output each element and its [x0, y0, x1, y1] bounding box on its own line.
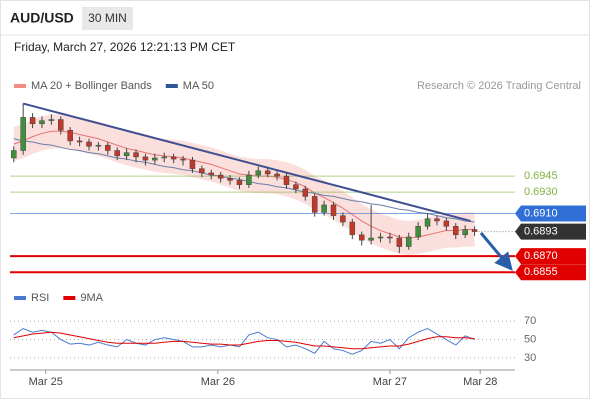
candle-body — [11, 150, 17, 159]
level-box — [515, 223, 586, 240]
candle-body — [95, 144, 102, 147]
legend-label: MA 20 + Bollinger Bands — [31, 80, 152, 92]
candle-body — [443, 220, 450, 227]
credit: Research © 2026 Trading Central — [417, 80, 581, 92]
level-label: 0.6893 — [524, 226, 558, 238]
candle-body — [48, 119, 55, 121]
candle-body — [123, 152, 130, 157]
timeframe[interactable]: 30 MIN — [88, 11, 127, 25]
x-tick-label: Mar 27 — [373, 376, 407, 388]
candle-body — [274, 173, 280, 177]
candle-body — [264, 170, 271, 175]
level-label: 0.6855 — [524, 266, 558, 278]
rsi-ma9-line — [13, 331, 475, 350]
rsi-line — [13, 327, 475, 355]
rsi-tick-label: 30 — [524, 352, 536, 364]
candle-body — [58, 119, 64, 131]
candle-body — [29, 117, 36, 125]
candle-body — [208, 172, 214, 176]
trendline — [22, 102, 471, 222]
candle-body — [330, 204, 337, 216]
candle-body — [396, 237, 403, 247]
candle-body — [161, 156, 167, 159]
legend-label: RSI — [31, 292, 49, 304]
ma20-line — [13, 130, 475, 239]
level-label: 0.6910 — [524, 207, 558, 219]
candle-body — [255, 170, 262, 176]
candle-body — [105, 144, 111, 151]
timeframe-box[interactable] — [82, 7, 133, 30]
candle-body — [189, 159, 196, 169]
candle-body — [405, 236, 412, 247]
level-label: 0.6930 — [524, 186, 558, 198]
candle-body — [471, 229, 478, 232]
candle-body — [358, 234, 365, 241]
candle-body — [424, 218, 431, 227]
candle-body — [227, 178, 233, 181]
candle-body — [86, 141, 92, 147]
level-box — [515, 248, 586, 265]
candle-body — [67, 129, 73, 142]
candle-body — [246, 174, 252, 185]
level-box — [515, 264, 586, 281]
subtitle: Friday, March 27, 2026 12:21:13 PM CET — [14, 40, 236, 54]
candle-body — [236, 180, 243, 185]
candle-body — [349, 221, 356, 236]
candle-body — [340, 215, 346, 223]
candle-body — [387, 236, 393, 239]
rsi-tick-label: 70 — [524, 315, 536, 327]
ma50-line — [13, 138, 475, 223]
candle-body — [76, 140, 83, 143]
chart-title: AUD/USD — [10, 10, 74, 26]
candle-body — [283, 175, 290, 185]
candle-body — [311, 196, 318, 213]
candle-body — [199, 168, 205, 174]
legend-label: MA 50 — [183, 80, 214, 92]
candle-body — [462, 229, 468, 236]
candle-body — [142, 156, 149, 161]
level-label: 0.6870 — [524, 250, 558, 262]
candle-body — [39, 120, 45, 125]
candle-body — [20, 117, 26, 151]
forecast-arrow — [479, 232, 513, 271]
x-tick-label: Mar 28 — [463, 376, 497, 388]
level-box — [515, 205, 586, 222]
candle-body — [114, 150, 120, 157]
candle-body — [170, 156, 177, 160]
candle-body — [302, 188, 309, 197]
candle-body — [133, 152, 139, 158]
x-tick-label: Mar 25 — [29, 376, 63, 388]
level-label: 0.6945 — [524, 170, 558, 182]
candle-body — [217, 174, 224, 179]
candle-body — [293, 184, 299, 190]
rsi-tick-label: 50 — [524, 333, 536, 345]
candle-body — [180, 158, 186, 161]
x-tick-label: Mar 26 — [201, 376, 235, 388]
candle-body — [415, 226, 421, 238]
legend-label: 9MA — [80, 292, 103, 304]
candle-body — [453, 226, 459, 236]
candle-body — [368, 237, 374, 241]
candle-body — [377, 236, 384, 239]
candle-body — [321, 204, 327, 213]
candle-body — [152, 157, 158, 161]
candle-body — [434, 218, 440, 222]
